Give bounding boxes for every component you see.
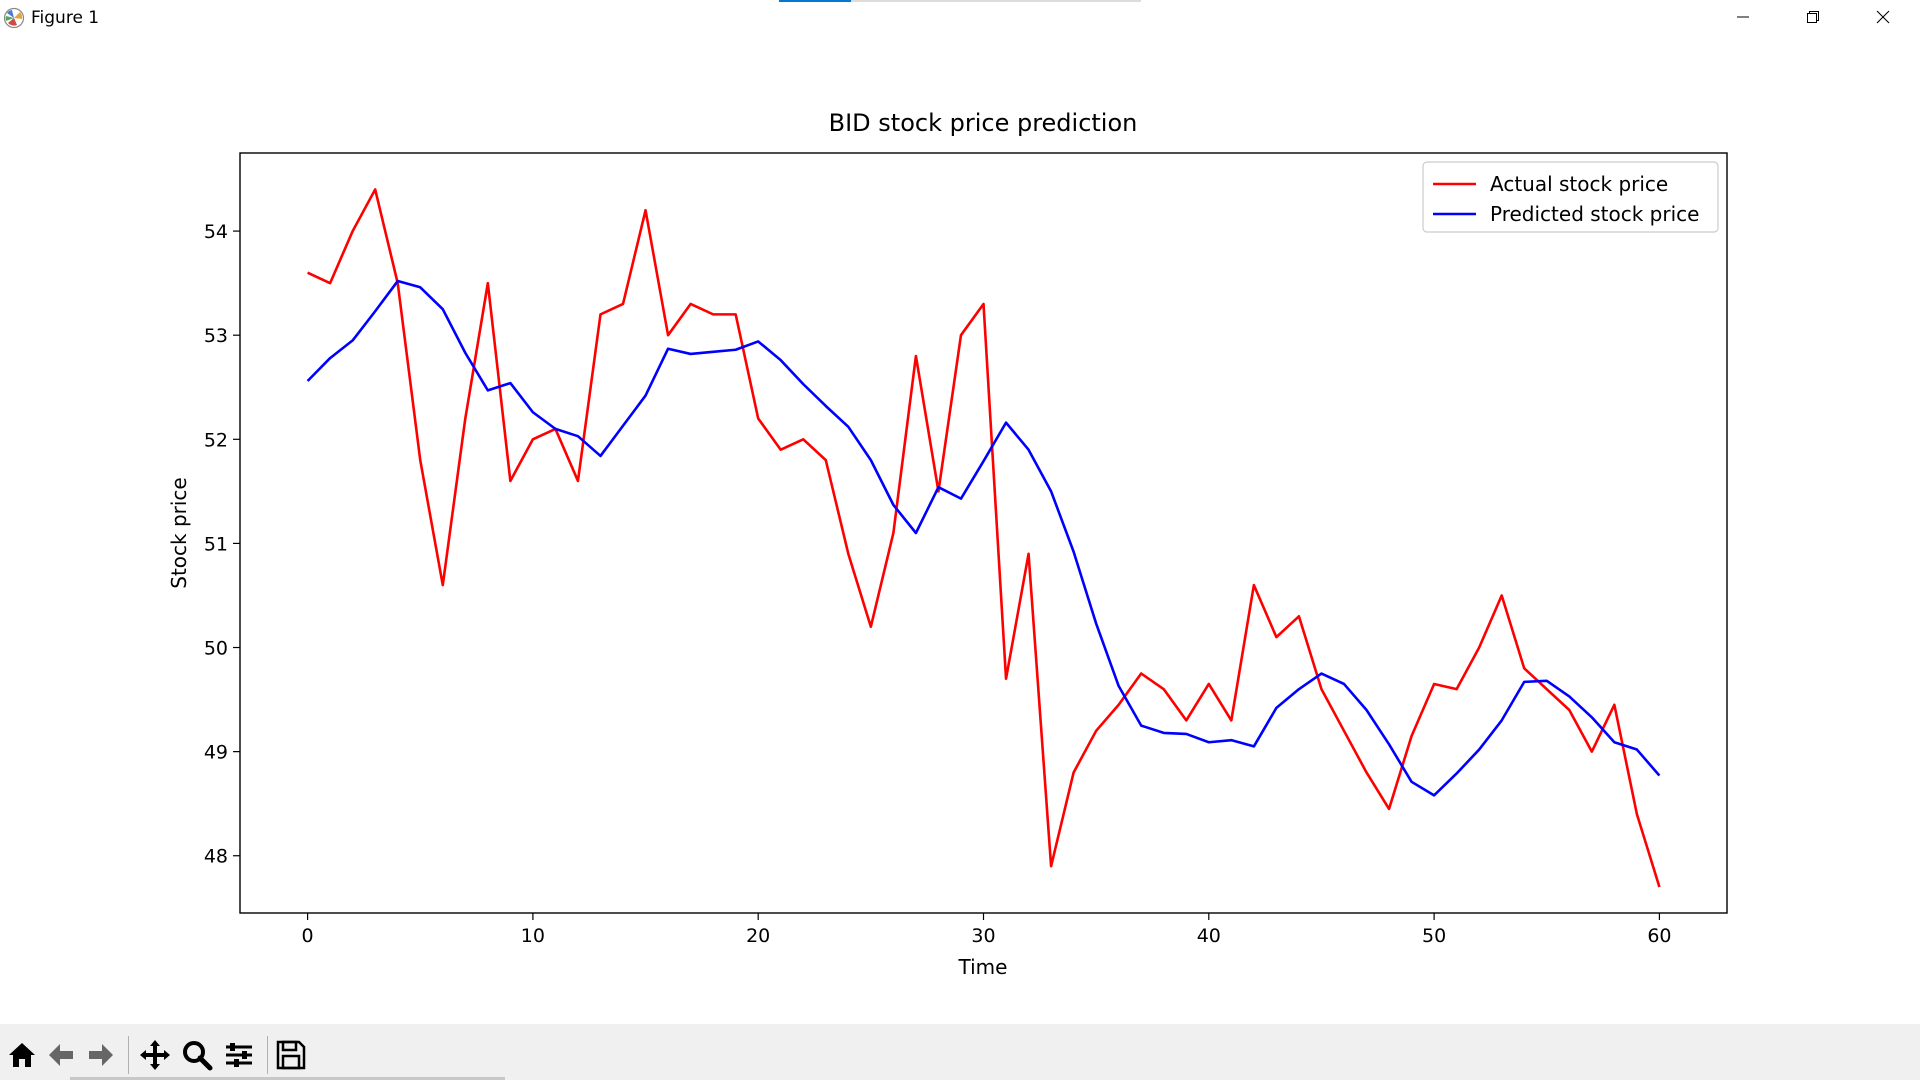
back-arrow-icon <box>49 1044 73 1066</box>
titlebar-accent <box>779 0 851 2</box>
app-icon <box>3 7 25 29</box>
restore-icon <box>1807 11 1819 23</box>
y-tick-label: 49 <box>204 742 228 764</box>
series-lines <box>306 188 1661 888</box>
x-tick-label: 20 <box>746 925 770 947</box>
minimize-icon <box>1737 16 1749 18</box>
legend-label: Predicted stock price <box>1490 202 1699 226</box>
legend: Actual stock price Predicted stock price <box>1422 161 1719 233</box>
predicted-price-line <box>306 279 1661 797</box>
close-icon <box>1876 10 1890 24</box>
save-button[interactable] <box>274 1038 308 1072</box>
x-axis-label: Time <box>958 955 1008 979</box>
y-tick-label: 51 <box>204 533 228 555</box>
save-icon <box>276 1040 306 1070</box>
x-tick-label: 10 <box>521 925 545 947</box>
window-titlebar: Figure 1 <box>0 0 1920 36</box>
configure-subplots-icon <box>226 1043 252 1067</box>
x-tick-label: 50 <box>1422 925 1446 947</box>
chart-title: BID stock price prediction <box>829 109 1138 137</box>
y-tick-label: 48 <box>204 846 228 868</box>
x-tick-label: 40 <box>1197 925 1221 947</box>
legend-label: Actual stock price <box>1490 172 1668 196</box>
restore-button[interactable] <box>1778 0 1848 34</box>
y-tick-label: 50 <box>204 638 228 660</box>
home-button[interactable] <box>5 1038 39 1072</box>
legend-box <box>1422 161 1719 233</box>
forward-button[interactable] <box>84 1038 118 1072</box>
axis-ticks: 0 10 20 30 40 50 60 48 49 50 51 52 53 54 <box>204 221 1672 947</box>
home-icon <box>9 1043 35 1067</box>
y-tick-label: 53 <box>204 325 228 347</box>
toolbar-separator <box>128 1036 129 1074</box>
close-button[interactable] <box>1848 0 1918 34</box>
titlebar-accent-track <box>851 0 1141 2</box>
x-tick-label: 60 <box>1647 925 1671 947</box>
forward-arrow-icon <box>89 1044 113 1066</box>
minimize-button[interactable] <box>1708 0 1778 34</box>
line-chart: BID stock price prediction 0 10 20 30 40 50 60… <box>167 109 1728 979</box>
zoom-button[interactable] <box>180 1038 214 1072</box>
back-button[interactable] <box>44 1038 78 1072</box>
zoom-icon <box>183 1041 213 1071</box>
scroll-indicator <box>70 1077 505 1080</box>
window-title: Figure 1 <box>31 8 100 28</box>
plot-frame <box>239 152 1728 914</box>
y-tick-label: 54 <box>204 221 228 243</box>
toolbar-separator <box>267 1036 268 1074</box>
configure-subplots-button[interactable] <box>222 1038 256 1072</box>
y-axis-label: Stock price <box>167 477 191 588</box>
pan-icon <box>140 1040 170 1070</box>
x-tick-label: 0 <box>302 925 314 947</box>
y-tick-label: 52 <box>204 429 228 451</box>
navigation-toolbar <box>0 1024 1920 1080</box>
x-tick-label: 30 <box>971 925 995 947</box>
figure-canvas: BID stock price prediction 0 10 20 30 40 50 60… <box>0 36 1920 1024</box>
actual-price-line <box>307 188 1661 888</box>
pan-button[interactable] <box>138 1038 172 1072</box>
